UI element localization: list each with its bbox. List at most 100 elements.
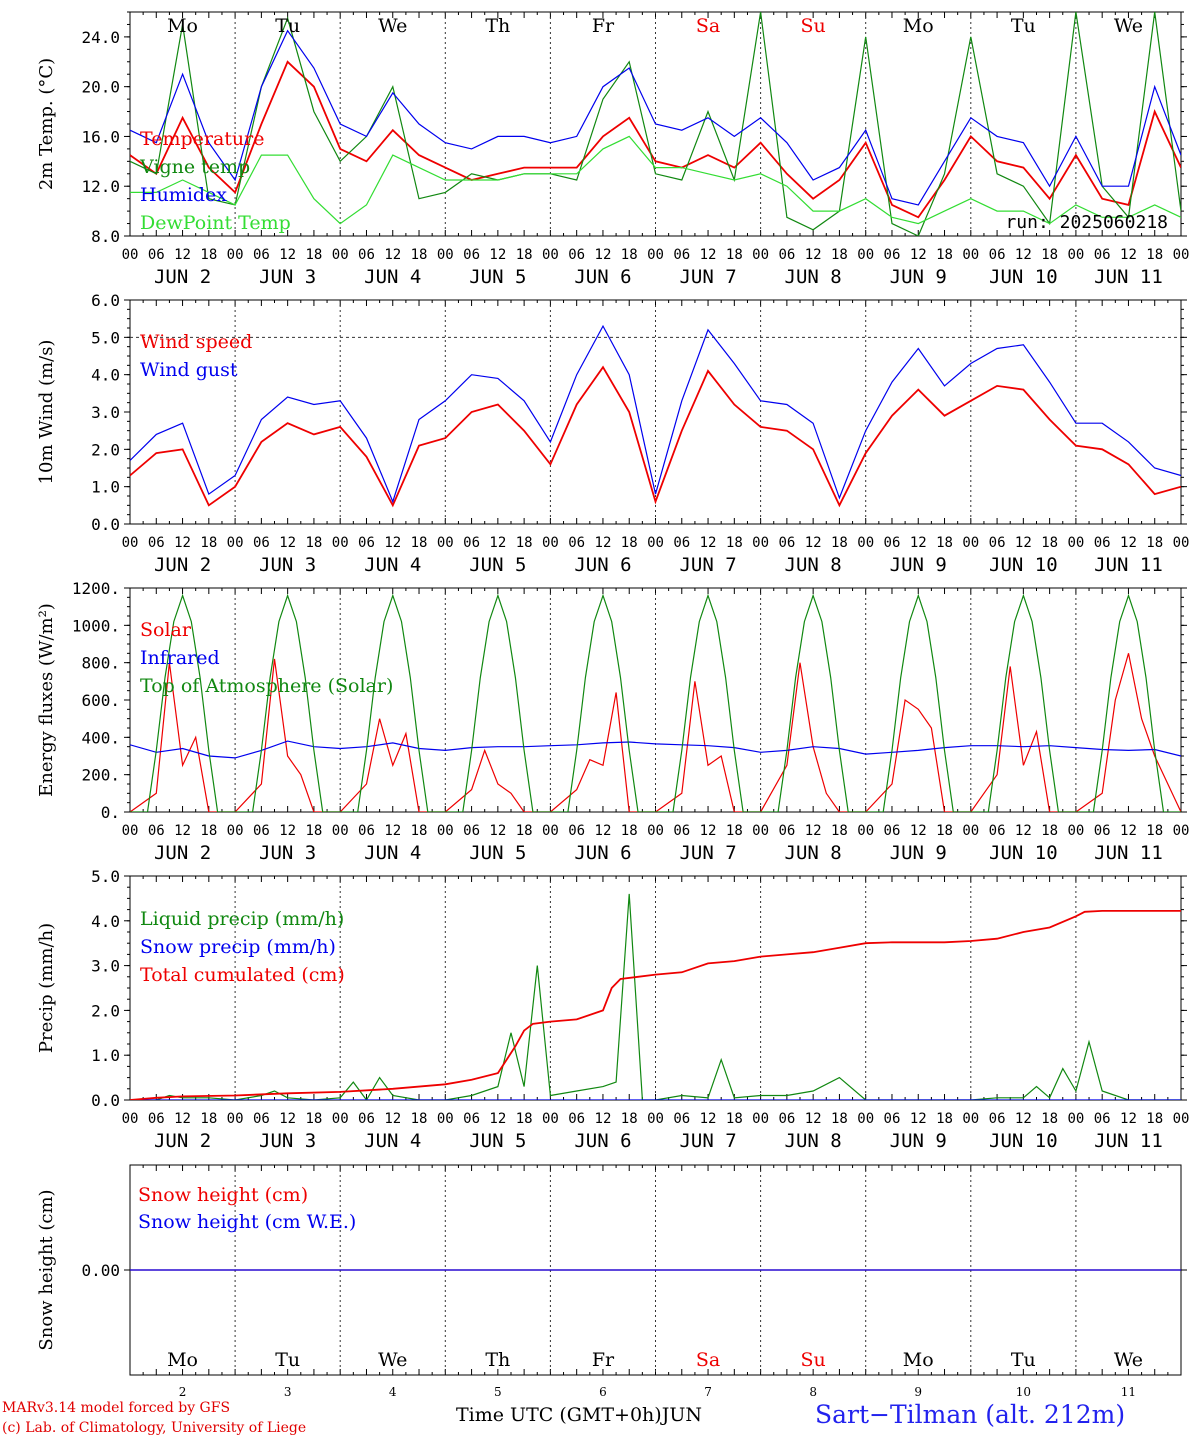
x-date-label: JUN 6 [574,266,631,288]
weekday-label: Mo [167,1349,198,1371]
x-hour-label: 18 [726,1111,743,1127]
x-hour-label: 18 [621,1111,638,1127]
weekday-label: We [1114,1349,1143,1371]
x-hour-label: 00 [857,247,874,263]
x-hour-label: 12 [279,823,296,839]
x-hour-label: 00 [1173,823,1190,839]
x-hour-label: 06 [358,247,375,263]
series-line-vigne-temp [130,12,1181,236]
x-date-label: JUN 9 [890,842,947,864]
x-hour-label: 06 [568,1111,585,1127]
x-hour-label: 12 [910,535,927,551]
x-hour-label: 12 [384,1111,401,1127]
legend-entry: Snow height (cm) [138,1184,308,1206]
x-hour-label: 06 [778,823,795,839]
x-hour-label: 18 [1041,823,1058,839]
x-hour-label: 18 [621,247,638,263]
legend-entry: Solar [140,619,192,641]
series-line-dewpoint-temp [130,135,1181,225]
x-hour-label: 00 [1173,535,1190,551]
x-hour-label: 00 [647,535,664,551]
x-date-label: JUN 11 [1094,554,1163,576]
x-hour-label: 18 [726,823,743,839]
x-hour-label: 06 [1094,535,1111,551]
model-credit: MARv3.14 model forced by GFS [2,1400,231,1416]
x-hour-label: 06 [1094,823,1111,839]
x-hour-label: 06 [1094,1111,1111,1127]
x-hour-label: 06 [253,247,270,263]
legend-entry: Snow height (cm W.E.) [138,1211,356,1233]
x-hour-label: 12 [174,1111,191,1127]
series-line-top-of-atmosphere-solar [130,593,1181,812]
y-axis-label: 2m Temp. (°C) [36,58,57,190]
x-hour-label: 00 [647,823,664,839]
series-line-liquid-precip-mm-h [130,893,1181,1100]
y-axis-label: 10m Wind (m/s) [36,340,57,485]
x-hour-label: 06 [358,823,375,839]
x-axis-month: JUN [661,1404,702,1426]
weekday-label: Th [485,15,510,37]
x-hour-label: 18 [305,823,322,839]
legend-entry: Wind gust [140,359,238,381]
x-date-label: JUN 5 [469,842,526,864]
x-hour-label: 00 [437,247,454,263]
x-hour-label: 18 [936,535,953,551]
x-hour-label: 12 [1120,1111,1137,1127]
bottom-date-label: 4 [389,1385,397,1399]
x-hour-label: 06 [778,1111,795,1127]
x-hour-label: 06 [463,535,480,551]
x-hour-label: 00 [332,1111,349,1127]
weekday-label: Fr [592,1349,615,1371]
legend-entry: Infrared [140,647,220,669]
x-hour-label: 06 [778,535,795,551]
y-tick-label: 5.0 [91,867,120,886]
x-date-label: JUN 10 [989,554,1058,576]
x-date-label: JUN 9 [890,554,947,576]
x-hour-label: 00 [122,1111,139,1127]
x-date-label: JUN 2 [154,842,211,864]
x-hour-label: 00 [857,535,874,551]
weekday-label: Mo [903,15,934,37]
x-date-label: JUN 5 [469,554,526,576]
x-hour-label: 12 [174,535,191,551]
x-hour-label: 18 [1041,1111,1058,1127]
x-hour-label: 18 [621,823,638,839]
x-hour-label: 00 [542,1111,559,1127]
x-hour-label: 06 [673,247,690,263]
y-tick-label: 4.0 [91,912,120,931]
legend-entry: Temperature [140,128,264,150]
x-date-label: JUN 3 [259,842,316,864]
weekday-label: Tu [275,1349,300,1371]
x-hour-label: 00 [227,247,244,263]
y-tick-label: 24.0 [81,28,120,47]
x-hour-label: 12 [1015,535,1032,551]
x-hour-label: 06 [358,1111,375,1127]
y-tick-label: 1.0 [91,478,120,497]
y-tick-label: 0. [101,803,120,822]
x-hour-label: 12 [805,1111,822,1127]
legend-entry: Liquid precip (mm/h) [140,908,344,930]
y-tick-label: 3.0 [91,403,120,422]
y-tick-label: 16.0 [81,127,120,146]
x-hour-label: 18 [1041,535,1058,551]
x-date-label: JUN 2 [154,1130,211,1152]
x-hour-label: 18 [516,247,533,263]
bottom-date-label: 9 [914,1385,922,1399]
x-hour-label: 00 [227,535,244,551]
x-hour-label: 18 [726,535,743,551]
x-hour-label: 12 [489,535,506,551]
x-hour-label: 06 [463,823,480,839]
y-tick-label: 0.0 [91,1091,120,1110]
x-date-label: JUN 11 [1094,842,1163,864]
y-tick-label: 1200. [72,579,120,598]
y-tick-label: 0.00 [81,1261,120,1280]
legend-entry: Total cumulated (cm) [140,964,345,986]
x-hour-label: 12 [1120,535,1137,551]
x-hour-label: 06 [1094,247,1111,263]
x-date-label: JUN 4 [364,842,421,864]
x-hour-label: 06 [884,1111,901,1127]
x-hour-label: 18 [305,1111,322,1127]
x-hour-label: 00 [332,823,349,839]
series-line-wind-speed [130,365,1181,508]
